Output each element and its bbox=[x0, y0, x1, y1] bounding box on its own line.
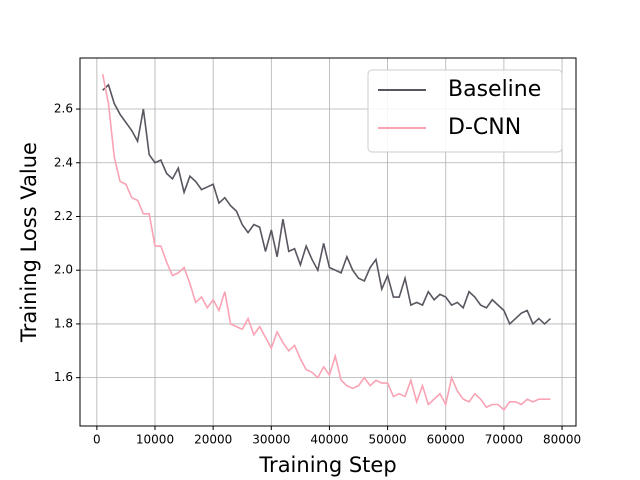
y-tick-label: 2.4 bbox=[54, 155, 73, 169]
series-line bbox=[101, 73, 551, 412]
y-tick-label: 2.6 bbox=[54, 102, 73, 116]
x-tick-label: 30000 bbox=[252, 433, 290, 447]
x-tick-label: 10000 bbox=[136, 433, 174, 447]
x-axis-label: Training Step bbox=[258, 453, 396, 477]
x-tick-label: 50000 bbox=[369, 433, 407, 447]
x-tick-label: 80000 bbox=[543, 433, 581, 447]
y-tick-label: 2.0 bbox=[54, 263, 73, 277]
y-tick-label: 2.2 bbox=[54, 209, 73, 223]
x-tick-label: 0 bbox=[93, 433, 101, 447]
series-line bbox=[102, 83, 551, 326]
x-tick-label: 60000 bbox=[427, 433, 465, 447]
y-tick-label: 1.8 bbox=[54, 316, 73, 330]
x-tick-label: 70000 bbox=[485, 433, 523, 447]
x-tick-label: 40000 bbox=[310, 433, 348, 447]
y-tick-label: 1.6 bbox=[54, 370, 73, 384]
legend-label: Baseline bbox=[448, 77, 541, 102]
legend-label: D-CNN bbox=[448, 115, 521, 140]
plot-frame bbox=[79, 57, 577, 427]
y-axis-label: Training Loss Value bbox=[17, 142, 41, 343]
x-tick-label: 20000 bbox=[194, 433, 232, 447]
